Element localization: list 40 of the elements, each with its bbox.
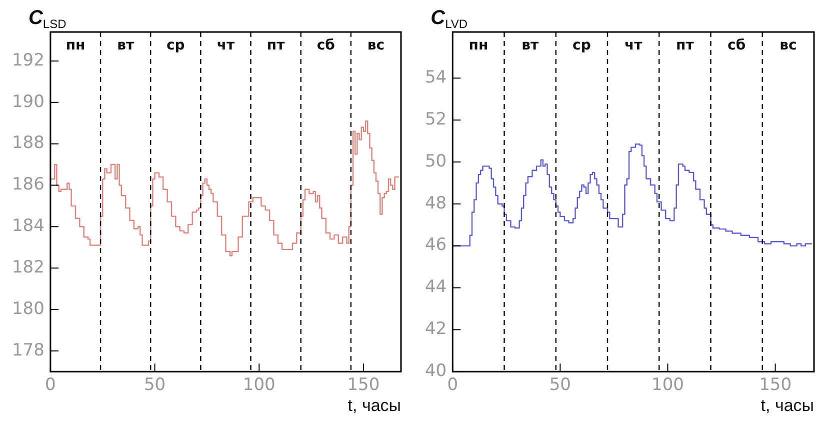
annotation: сб	[728, 38, 746, 54]
annotation: ср	[572, 38, 591, 54]
y-tick-label: 40	[424, 361, 447, 382]
y-tick-label: 50	[424, 151, 447, 172]
annotation: вт	[117, 38, 135, 54]
y-tick-label: 182	[12, 257, 44, 278]
y-tick-label: 180	[12, 298, 44, 319]
y-tick-label: 54	[424, 68, 447, 88]
x-tick-label: 100	[652, 375, 684, 396]
annotation: пт	[676, 38, 695, 54]
annotation: пн	[468, 38, 488, 54]
annotation: чт	[624, 38, 644, 54]
annotation: вс	[367, 38, 385, 54]
x-tick-label: 150	[347, 375, 380, 396]
y-tick-label: 42	[424, 319, 447, 340]
y-tick-label: 184	[12, 216, 44, 236]
annotation: вт	[522, 38, 540, 54]
annotation: чт	[216, 38, 236, 54]
x-tick-label: 0	[45, 375, 56, 396]
annotation: ср	[166, 38, 185, 54]
annotation: вс	[780, 38, 797, 54]
annotation: сб	[316, 38, 336, 54]
y-tick-label: 192	[12, 50, 44, 70]
y-tick-label: 48	[424, 193, 447, 214]
y-tick-label: 44	[424, 277, 447, 298]
x-tick-label: 0	[447, 375, 458, 396]
y-tick-label: 178	[12, 340, 44, 360]
y-tick-label: 52	[424, 109, 447, 130]
y-tick-label: 190	[12, 92, 44, 112]
y-tick-label: 186	[12, 174, 44, 195]
annotation: пн	[66, 38, 86, 54]
x-axis-title: t, часы	[760, 396, 814, 415]
x-tick-label: 150	[759, 375, 792, 396]
x-axis-title: t, часы	[348, 396, 401, 415]
y-tick-label: 46	[424, 235, 447, 256]
x-tick-label: 50	[144, 375, 166, 396]
y-tick-label: 188	[12, 133, 44, 154]
x-tick-label: 100	[242, 375, 276, 396]
x-tick-label: 50	[549, 375, 571, 396]
annotation: пт	[266, 38, 286, 54]
